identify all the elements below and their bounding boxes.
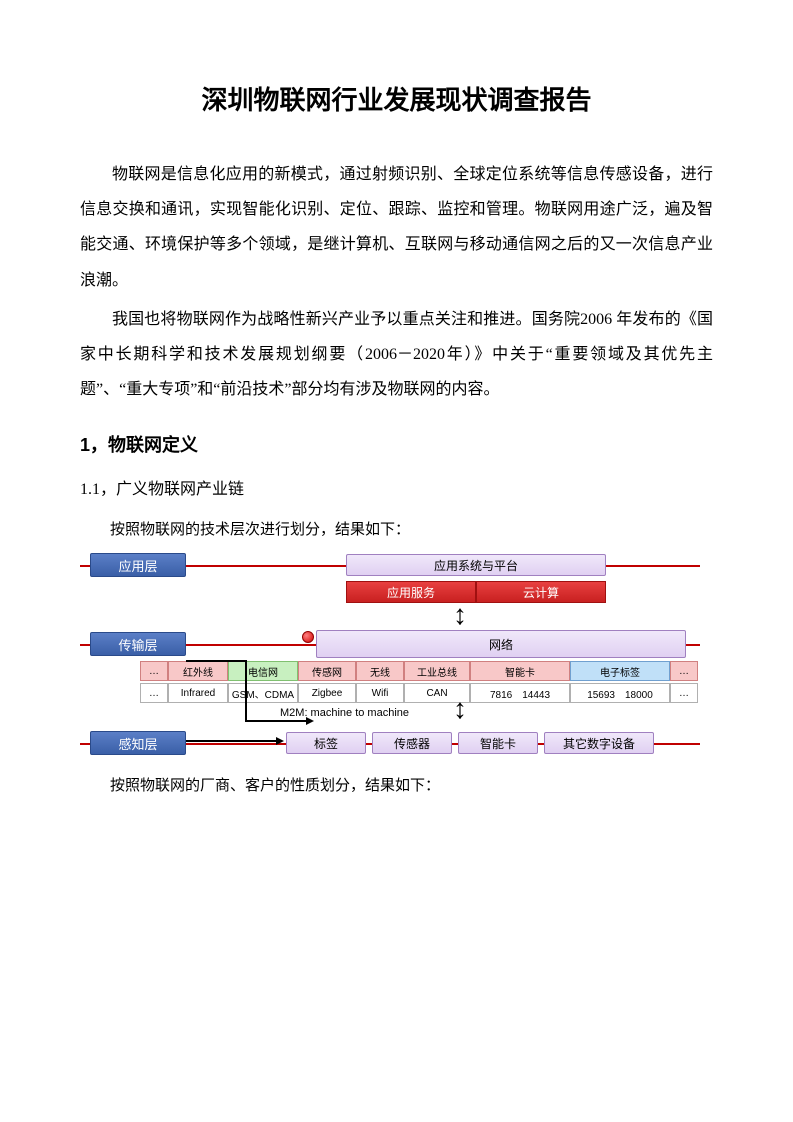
diagram-caption-1: 按照物联网的技术层次进行划分，结果如下： — [80, 515, 713, 545]
tech-cell: … — [670, 683, 698, 703]
network-box: 网络 — [316, 630, 686, 658]
section-heading-1-1: 1.1，广义物联网产业链 — [80, 475, 713, 499]
intro-paragraph-2: 我国也将物联网作为战略性新兴产业予以重点关注和推进。国务院2006 年发布的《国… — [80, 302, 713, 408]
sense-item: 传感器 — [372, 732, 452, 754]
app-layer-row: 应用层 应用系统与平台 — [80, 551, 700, 579]
tech-cell: … — [140, 683, 168, 703]
page-title: 深圳物联网行业发展现状调查报告 — [80, 80, 713, 117]
app-layer-label: 应用层 — [90, 553, 186, 577]
connector-line — [186, 731, 286, 751]
sense-layer-row: 感知层 标签 传感器 智能卡 其它数字设备 — [80, 729, 700, 757]
tech-cell: Wifi — [356, 683, 404, 703]
tech-cell: 7816 14443 — [470, 683, 570, 703]
double-arrow-icon: ↕ — [440, 605, 480, 629]
m2m-label: M2M: machine to machine — [280, 707, 700, 719]
intro-paragraph-1: 物联网是信息化应用的新模式，通过射频识别、全球定位系统等信息传感设备，进行信息交… — [80, 157, 713, 298]
app-platform-box: 应用系统与平台 — [346, 554, 606, 576]
section-heading-1: 1，物联网定义 — [80, 431, 713, 457]
tech-cell: 工业总线 — [404, 661, 470, 681]
connector-line — [186, 655, 316, 733]
red-dot-icon — [302, 631, 314, 643]
tech-cell: 无线 — [356, 661, 404, 681]
transport-layer-row: 传输层 网络 — [80, 629, 700, 659]
transport-layer-label: 传输层 — [90, 632, 186, 656]
sense-item: 智能卡 — [458, 732, 538, 754]
app-sub-row: 应用服务 云计算 — [346, 581, 606, 603]
sense-item: 其它数字设备 — [544, 732, 654, 754]
diagram-caption-2: 按照物联网的厂商、客户的性质划分，结果如下： — [80, 771, 713, 801]
tech-cell: 电子标签 — [570, 661, 670, 681]
tech-cell: … — [140, 661, 168, 681]
cloud-computing-cell: 云计算 — [476, 581, 606, 603]
sense-layer-label: 感知层 — [90, 731, 186, 755]
iot-layer-diagram: 应用层 应用系统与平台 应用服务 云计算 ↕ 传输层 网络 … 红外线 电信网 … — [80, 551, 700, 757]
sense-item: 标签 — [286, 732, 366, 754]
tech-cell: … — [670, 661, 698, 681]
tech-cell: 智能卡 — [470, 661, 570, 681]
double-arrow-icon: ↕ — [440, 699, 480, 723]
tech-cell: 15693 18000 — [570, 683, 670, 703]
